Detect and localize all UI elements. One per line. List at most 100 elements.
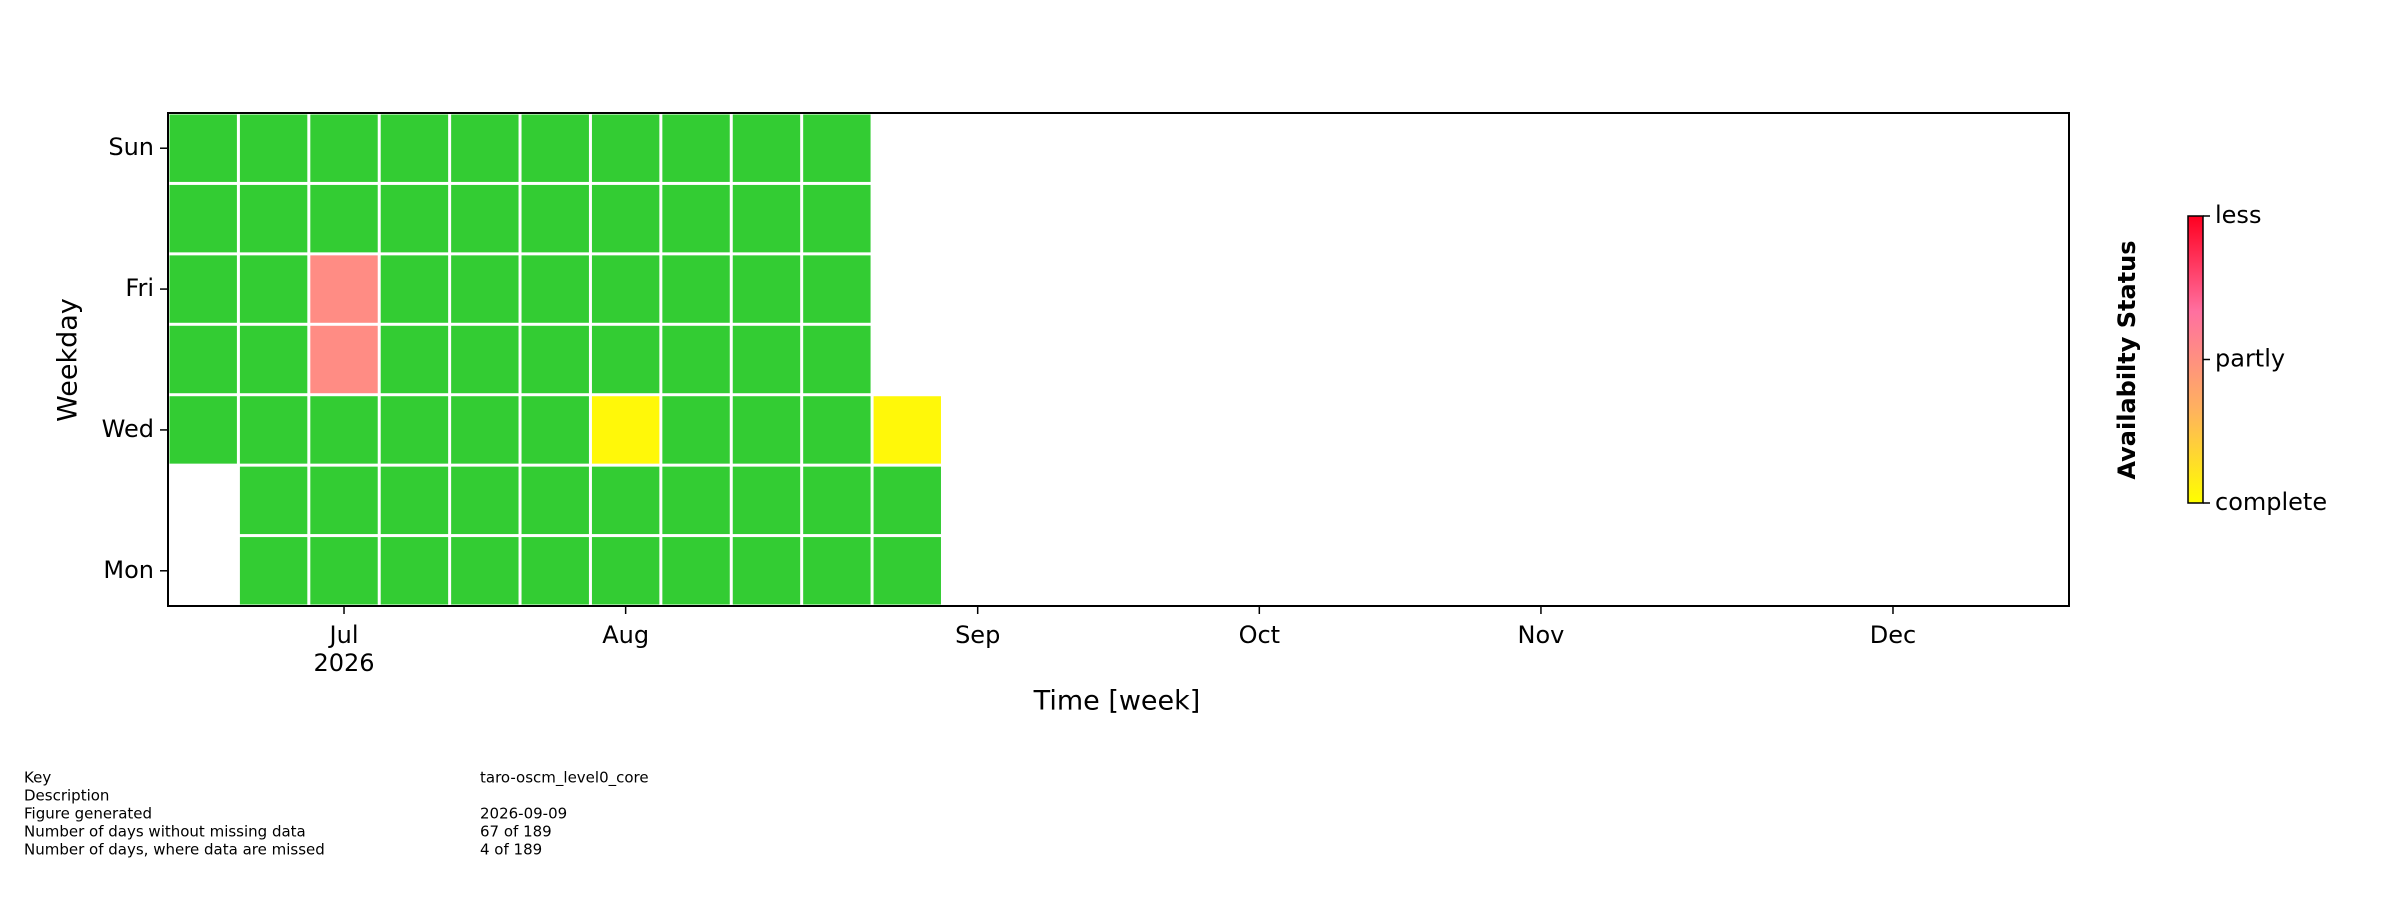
heatmap-cell bbox=[310, 255, 378, 323]
info-value: 4 of 189 bbox=[480, 841, 542, 859]
x-axis-label: Time [week] bbox=[1033, 686, 1201, 717]
heatmap-cell bbox=[239, 396, 308, 464]
colorbar-tick-label: complete bbox=[2215, 488, 2327, 516]
info-key: Number of days, where data are missed bbox=[24, 841, 325, 859]
x-tick-label: Jul bbox=[328, 621, 359, 649]
heatmap-cell bbox=[803, 325, 871, 394]
heatmap-cell bbox=[732, 396, 801, 464]
colorbar-label: Availabilty Status bbox=[2113, 240, 2141, 479]
heatmap-cell bbox=[239, 325, 308, 394]
heatmap-cell bbox=[803, 396, 871, 464]
heatmap-cell bbox=[451, 114, 519, 182]
heatmap-cell bbox=[873, 396, 941, 464]
info-value: taro-oscm_level0_core bbox=[480, 769, 649, 788]
heatmap-cell bbox=[521, 325, 589, 394]
heatmap-cell bbox=[380, 184, 449, 253]
heatmap-cell bbox=[521, 255, 589, 323]
heatmap-cell bbox=[591, 114, 660, 182]
heatmap-cell bbox=[169, 184, 237, 253]
heatmap-cell bbox=[803, 114, 871, 182]
x-tick-label: Nov bbox=[1518, 621, 1565, 649]
heatmap-cell bbox=[169, 325, 237, 394]
heatmap-cell bbox=[591, 466, 660, 535]
heatmap-cell bbox=[451, 537, 519, 605]
heatmap-cell bbox=[521, 466, 589, 535]
heatmap-cell bbox=[521, 537, 589, 605]
heatmap-cell bbox=[803, 184, 871, 253]
y-tick-label: Mon bbox=[103, 556, 154, 584]
heatmap-cell bbox=[310, 537, 378, 605]
colorbar bbox=[2187, 215, 2204, 504]
heatmap-cell bbox=[239, 537, 308, 605]
heatmap-cell bbox=[310, 184, 378, 253]
heatmap-cell bbox=[380, 114, 449, 182]
heatmap-cell bbox=[239, 255, 308, 323]
x-tick-label: Sep bbox=[955, 621, 1000, 649]
heatmap-cell bbox=[591, 537, 660, 605]
heatmap-cell bbox=[451, 184, 519, 253]
y-tick-label: Sun bbox=[108, 133, 154, 161]
y-tick-label: Fri bbox=[125, 274, 154, 302]
heatmap-cell bbox=[591, 325, 660, 394]
heatmap-cell bbox=[451, 325, 519, 394]
heatmap-cell bbox=[732, 537, 801, 605]
heatmap-cell bbox=[662, 114, 730, 182]
heatmap-cell bbox=[521, 396, 589, 464]
heatmap-cell bbox=[662, 255, 730, 323]
heatmap-cell bbox=[732, 114, 801, 182]
heatmap-cell bbox=[873, 537, 941, 605]
x-tick-label: Aug bbox=[602, 621, 649, 649]
info-key: Figure generated bbox=[24, 805, 152, 823]
heatmap-cell bbox=[380, 255, 449, 323]
heatmap-cell bbox=[732, 184, 801, 253]
heatmap-cell bbox=[803, 537, 871, 605]
heatmap-cell bbox=[662, 184, 730, 253]
heatmap-cell bbox=[521, 184, 589, 253]
heatmap-cell bbox=[380, 396, 449, 464]
heatmap-cell bbox=[662, 466, 730, 535]
heatmap-cell bbox=[169, 396, 237, 464]
heatmap-cell bbox=[662, 325, 730, 394]
heatmap-cell bbox=[380, 466, 449, 535]
heatmap-cell bbox=[662, 396, 730, 464]
heatmap-cell bbox=[591, 396, 660, 464]
plot-frame bbox=[167, 112, 2070, 607]
heatmap-cell bbox=[239, 184, 308, 253]
heatmap-cell bbox=[451, 396, 519, 464]
heatmap-cell bbox=[521, 114, 589, 182]
heatmap-cell bbox=[732, 325, 801, 394]
heatmap-cell bbox=[310, 466, 378, 535]
heatmap-cell bbox=[451, 466, 519, 535]
heatmap-cell bbox=[732, 466, 801, 535]
heatmap-cell bbox=[169, 114, 237, 182]
heatmap-cell bbox=[380, 325, 449, 394]
info-value: 2026-09-09 bbox=[480, 805, 567, 823]
heatmap-cell bbox=[310, 396, 378, 464]
colorbar-tick-label: partly bbox=[2215, 345, 2285, 373]
heatmap-cell bbox=[591, 255, 660, 323]
info-value: 67 of 189 bbox=[480, 823, 552, 841]
heatmap-cell bbox=[380, 537, 449, 605]
info-key: Key bbox=[24, 769, 51, 787]
heatmap-cell bbox=[310, 114, 378, 182]
x-tick-label: Oct bbox=[1239, 621, 1281, 649]
heatmap-cell bbox=[803, 466, 871, 535]
colorbar-tick-label: less bbox=[2215, 201, 2261, 229]
x-year-label: 2026 bbox=[313, 649, 374, 677]
heatmap-cell bbox=[873, 466, 941, 535]
heatmap-cell bbox=[591, 184, 660, 253]
heatmap-cell bbox=[239, 466, 308, 535]
info-key: Description bbox=[24, 787, 109, 805]
heatmap-cell bbox=[803, 255, 871, 323]
y-tick-label: Wed bbox=[102, 415, 154, 443]
heatmap-cell bbox=[169, 255, 237, 323]
heatmap-cell bbox=[310, 325, 378, 394]
heatmap-cell bbox=[662, 537, 730, 605]
heatmap-cell bbox=[451, 255, 519, 323]
info-key: Number of days without missing data bbox=[24, 823, 306, 841]
x-tick-label: Dec bbox=[1870, 621, 1916, 649]
heatmap-cell bbox=[732, 255, 801, 323]
y-axis-label: Weekday bbox=[53, 298, 84, 422]
